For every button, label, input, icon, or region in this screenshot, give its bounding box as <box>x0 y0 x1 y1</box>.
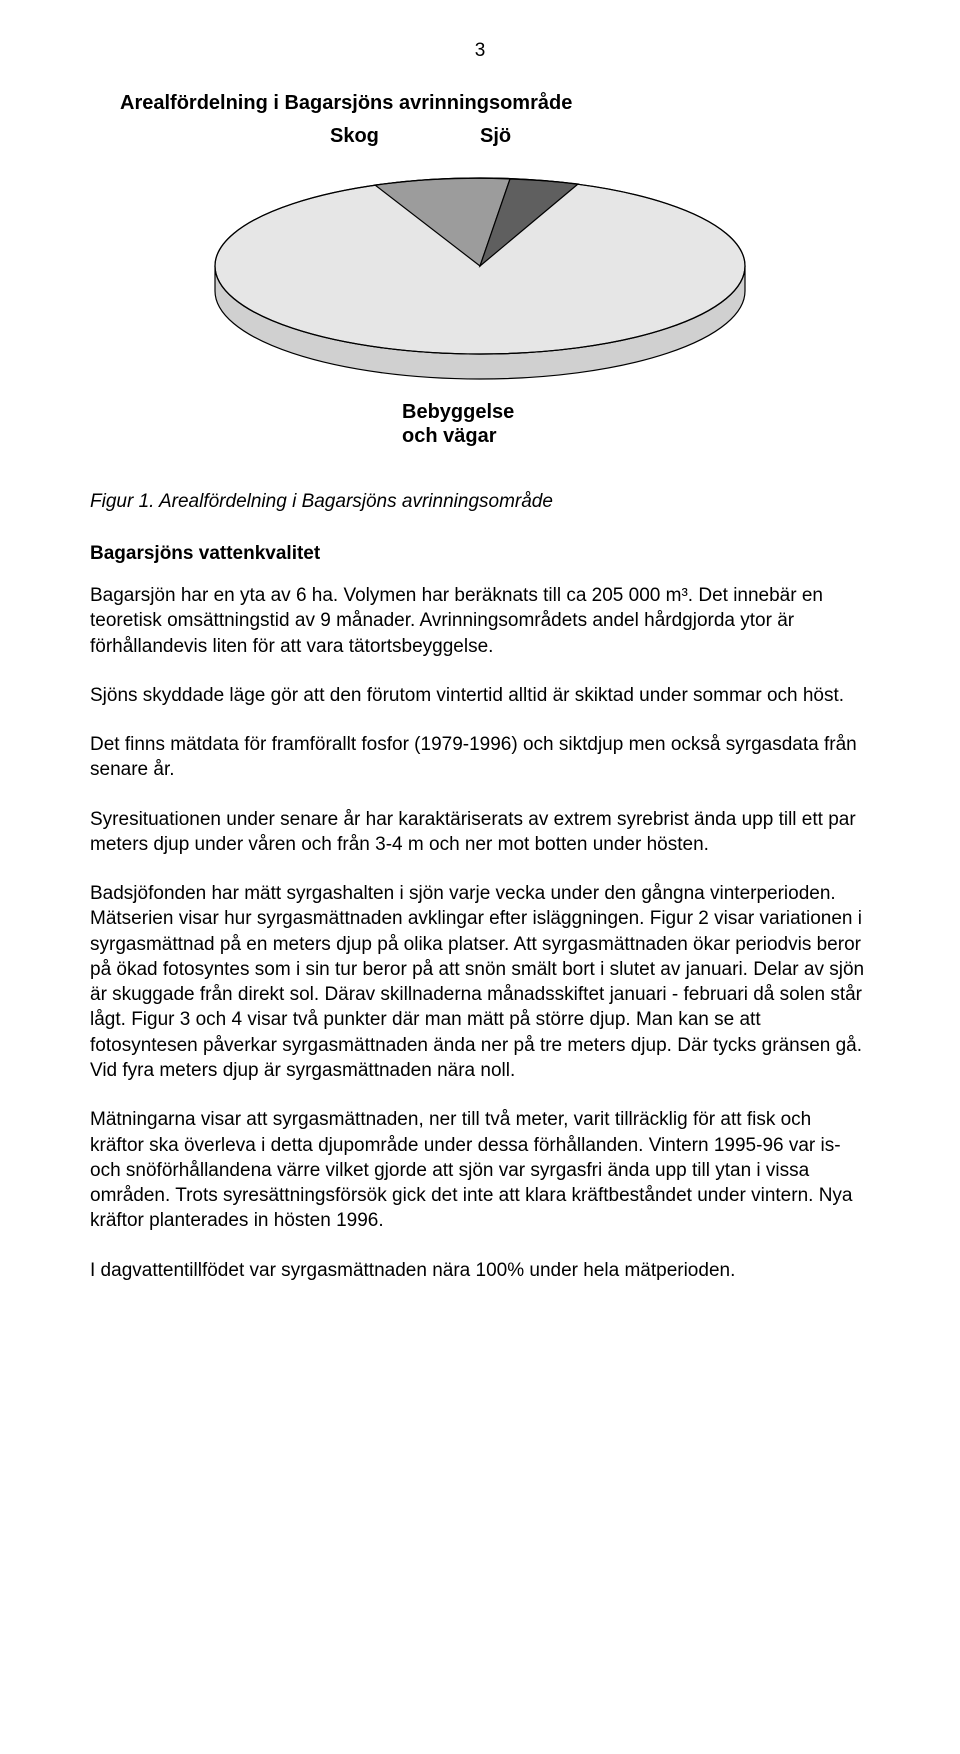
chart-title: Arealfördelning i Bagarsjöns avrinningso… <box>120 92 870 115</box>
pie-svg <box>200 161 760 391</box>
paragraph-7: I dagvattentillfödet var syrgasmättnaden… <box>90 1258 870 1283</box>
paragraph-2: Sjöns skyddade läge gör att den förutom … <box>90 683 870 708</box>
paragraph-4: Syresituationen under senare år har kara… <box>90 807 870 858</box>
chart-bottom-labels: Bebyggelse och vägar <box>90 401 870 471</box>
p1-text: Bagarsjön har en yta av 6 ha. Volymen ha… <box>90 585 823 657</box>
paragraph-5: Badsjöfonden har mätt syrgashalten i sjö… <box>90 881 870 1083</box>
paragraph-1: Bagarsjön har en yta av 6 ha. Volymen ha… <box>90 583 870 659</box>
figure-caption: Figur 1. Arealfördelning i Bagarsjöns av… <box>90 491 870 513</box>
label-bebyggelse-line1: Bebyggelse <box>402 401 514 424</box>
section-heading: Bagarsjöns vattenkvalitet <box>90 543 870 565</box>
label-sjo: Sjö <box>480 125 511 148</box>
pie-chart <box>90 161 870 391</box>
paragraph-3: Det finns mätdata för framförallt fosfor… <box>90 732 870 783</box>
chart-top-labels: Skog Sjö <box>90 125 870 161</box>
paragraph-6: Mätningarna visar att syrgasmättnaden, n… <box>90 1107 870 1233</box>
label-bebyggelse-line2: och vägar <box>402 425 496 448</box>
label-skog: Skog <box>330 125 379 148</box>
page-number: 3 <box>90 40 870 62</box>
